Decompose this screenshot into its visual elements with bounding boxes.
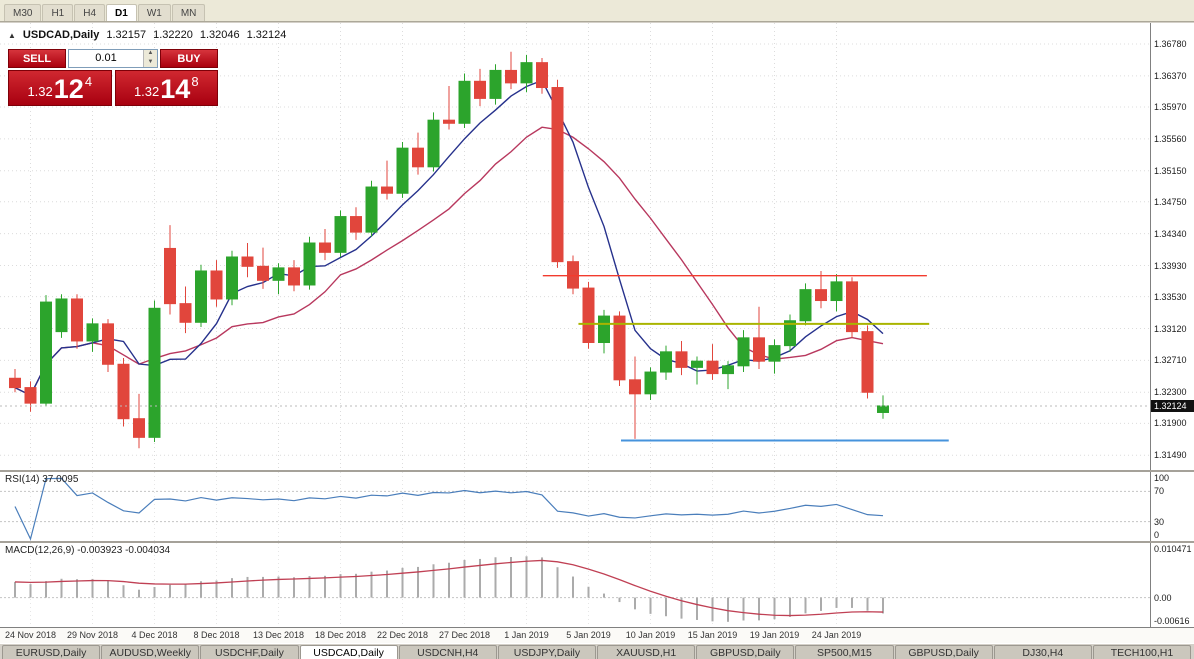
chart-tab-audusd-weekly[interactable]: AUDUSD,Weekly [101,645,200,659]
volume-input[interactable]: 0.01 ▲ ▼ [68,49,158,68]
chart-tabs-bar: EURUSD,Daily AUDUSD,Weekly USDCHF,Daily USD… [0,643,1194,659]
rsi-axis: 100 70 30 0 [1150,472,1194,541]
candles [9,51,889,449]
price-axis-label: 1.33120 [1154,323,1187,334]
time-axis-label: 24 Jan 2019 [811,630,862,640]
time-axis-label: 5 Jan 2019 [566,630,611,640]
ohlc-open: 1.32157 [106,29,147,41]
ohlc-low: 1.32046 [199,29,240,41]
ask-quote[interactable]: 1.32 14 8 [114,70,218,106]
time-axis-label: 4 Dec 2018 [131,630,178,640]
macd-histogram [14,556,884,622]
main-chart-panel[interactable]: ▲ USDCAD,Daily 1.32157 1.32220 1.32046 1… [0,23,1150,470]
time-axis-label: 15 Jan 2019 [687,630,738,640]
time-axis-label: 22 Dec 2018 [376,630,429,640]
time-axis-label: 1 Jan 2019 [504,630,549,640]
timeframe-bar: M30 H1 H4 D1 W1 MN [0,0,1194,22]
chart-tab-sp500-m15[interactable]: SP500,M15 [795,645,894,659]
time-axis: 24 Nov 2018 29 Nov 2018 4 Dec 2018 8 Dec 20… [0,627,1194,643]
chart-tab-gbpusd-daily[interactable]: GBPUSD,Daily [696,645,795,659]
time-axis-label: 13 Dec 2018 [252,630,305,640]
price-axis-label: 1.32710 [1154,355,1187,366]
one-click-trading-panel: SELL 0.01 ▲ ▼ BUY 1.32 12 4 1.32 [8,49,218,106]
main-chart-canvas[interactable] [0,23,1150,470]
rsi-axis-label: 30 [1154,516,1165,527]
time-axis-label: 8 Dec 2018 [193,630,240,640]
macd-label: MACD(12,26,9) -0.003923 -0.004034 [5,545,171,556]
time-axis-label: 24 Nov 2018 [4,630,57,640]
timeframe-tab-d1[interactable]: D1 [106,4,137,21]
chart-tab-eurusd-daily[interactable]: EURUSD,Daily [2,645,101,659]
ohlc-high: 1.32220 [153,29,193,41]
bid-quote[interactable]: 1.32 12 4 [8,70,112,106]
price-axis-label: 1.36370 [1154,70,1187,81]
one-click-collapse-icon[interactable]: ▲ [8,30,16,40]
rsi-label: RSI(14) 37.0095 [5,474,79,485]
price-axis-label: 1.33530 [1154,291,1187,302]
sell-button[interactable]: SELL [8,49,66,68]
rsi-panel[interactable]: RSI(14) 37.0095 [0,472,1150,541]
time-axis-label: 18 Dec 2018 [314,630,367,640]
time-axis-label: 10 Jan 2019 [625,630,676,640]
timeframe-tab-h1[interactable]: H1 [42,4,74,21]
price-axis-label: 1.34340 [1154,228,1187,239]
bid-frac: 4 [84,74,93,89]
chart-tab-usdcad-daily[interactable]: USDCAD,Daily [299,645,398,659]
price-axis: 1.36780 1.36370 1.35970 1.35560 1.35150 1.347… [1150,23,1194,470]
volume-down-icon[interactable]: ▼ [144,58,157,67]
price-axis-label: 1.32300 [1154,387,1187,398]
bid-pips: 12 [53,74,84,104]
price-axis-label: 1.33930 [1154,260,1187,271]
volume-stepper: ▲ ▼ [143,50,157,67]
rsi-canvas[interactable] [0,472,1150,541]
price-axis-label: 1.35150 [1154,165,1187,176]
ask-frac: 8 [191,74,199,89]
ma-slow-line [14,126,884,397]
chart-tab-usdjpy-daily[interactable]: USDJPY,Daily [497,645,597,659]
rsi-axis-label: 100 [1154,473,1170,483]
timeframe-tab-mn[interactable]: MN [171,4,206,21]
chart-tab-gbpusd-daily[interactable]: GBPUSD,Daily [894,645,993,659]
macd-axis-label: 0.010471 [1154,544,1192,554]
chart-symbol: USDCAD,Daily [22,29,100,41]
rsi-axis-label: 0 [1154,530,1160,540]
price-axis-label: 1.35970 [1154,101,1187,112]
volume-value[interactable]: 0.01 [95,52,117,64]
ask-base: 1.32 [133,84,160,99]
chart-tab-dj30-h4[interactable]: DJ30,H4 [993,645,1092,659]
ask-pips: 14 [160,74,191,104]
buy-button[interactable]: BUY [160,49,218,68]
timeframe-tab-w1[interactable]: W1 [137,4,171,21]
macd-panel[interactable]: MACD(12,26,9) -0.003923 -0.004034 [0,543,1150,627]
chart-title: ▲ USDCAD,Daily 1.32157 1.32220 1.32046 1… [8,29,286,41]
time-axis-label: 19 Jan 2019 [749,630,800,640]
current-price-badge: 1.32124 [1151,399,1194,412]
price-axis-label: 1.31900 [1154,418,1187,429]
price-axis-label: 1.34750 [1154,196,1187,207]
macd-axis-label: -0.00616 [1154,616,1190,626]
price-axis-label: 1.35560 [1154,133,1187,144]
macd-canvas[interactable] [0,543,1150,627]
rsi-axis-label: 70 [1154,486,1165,497]
price-axis-label: 1.36780 [1154,38,1187,49]
time-axis-label: 27 Dec 2018 [438,630,491,640]
time-axis-label: 29 Nov 2018 [66,630,119,640]
macd-signal-line [14,559,884,617]
volume-up-icon[interactable]: ▲ [144,50,157,59]
panel-splitter[interactable] [0,470,1194,472]
chart-tab-tech100-h1[interactable]: TECH100,H1 [1092,645,1192,659]
chart-tab-usdchf-daily[interactable]: USDCHF,Daily [200,645,299,659]
chart-tab-xauusd-h1[interactable]: XAUUSD,H1 [597,645,696,659]
timeframe-tab-h4[interactable]: H4 [74,4,106,21]
ohlc-close: 1.32124 [246,29,287,41]
macd-axis-label: 0.00 [1154,592,1172,603]
chart-tab-usdcnh-h4[interactable]: USDCNH,H4 [398,645,497,659]
macd-axis: 0.010471 0.00 -0.00616 [1150,543,1194,627]
rsi-line [14,477,884,541]
price-axis-label: 1.31490 [1154,450,1187,461]
panel-splitter[interactable] [0,541,1194,543]
bid-base: 1.32 [27,84,53,99]
timeframe-tab-m30[interactable]: M30 [4,4,42,21]
